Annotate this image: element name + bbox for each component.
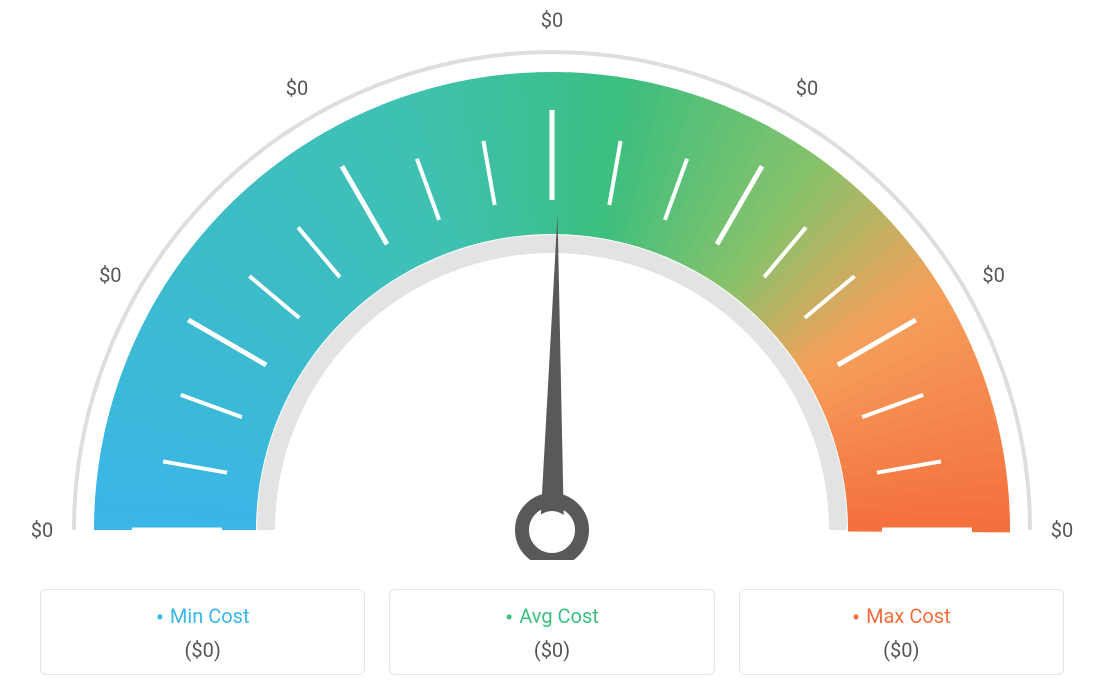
gauge-scale-label: $0 <box>1051 518 1073 542</box>
gauge-svg <box>0 0 1104 560</box>
gauge-chart-container: $0 $0 $0 $0 $0 $0 $0 Min Cost ($0) Avg Cost ($… <box>0 0 1104 690</box>
legend-title-max: Max Cost <box>750 604 1053 628</box>
gauge-area: $0 $0 $0 $0 $0 $0 $0 <box>0 0 1104 560</box>
legend-value-min: ($0) <box>51 638 354 662</box>
legend-card-min: Min Cost ($0) <box>40 589 365 675</box>
legend-card-avg: Avg Cost ($0) <box>389 589 714 675</box>
legend-title-avg: Avg Cost <box>400 604 703 628</box>
gauge-scale-label: $0 <box>541 8 563 32</box>
legend-value-avg: ($0) <box>400 638 703 662</box>
legend-row: Min Cost ($0) Avg Cost ($0) Max Cost ($0… <box>40 589 1064 675</box>
gauge-scale-label: $0 <box>99 263 121 287</box>
gauge-scale-label: $0 <box>31 518 53 542</box>
legend-title-min: Min Cost <box>51 604 354 628</box>
gauge-scale-label: $0 <box>982 263 1004 287</box>
legend-card-max: Max Cost ($0) <box>739 589 1064 675</box>
gauge-scale-label: $0 <box>286 76 308 100</box>
gauge-scale-label: $0 <box>796 76 818 100</box>
legend-value-max: ($0) <box>750 638 1053 662</box>
